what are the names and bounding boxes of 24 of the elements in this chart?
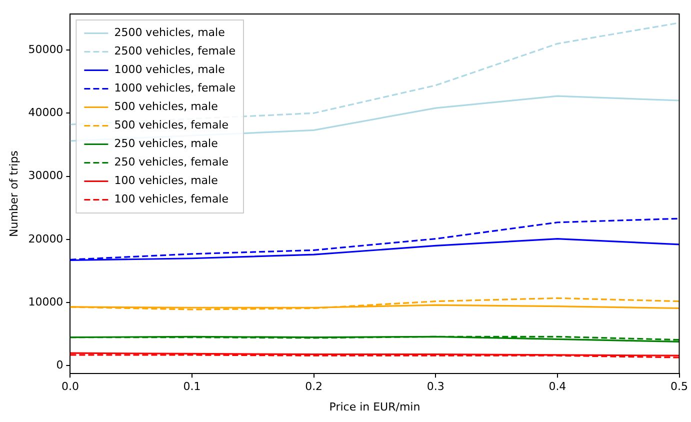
legend-label: 2500 vehicles, male <box>114 26 226 40</box>
y-tick-label: 0 <box>56 358 64 372</box>
y-tick-label: 50000 <box>28 42 64 56</box>
x-tick-label: 0.4 <box>548 380 566 394</box>
y-tick-label: 40000 <box>28 106 64 119</box>
y-tick-label: 10000 <box>28 295 64 308</box>
x-tick-label: 0.0 <box>61 380 79 394</box>
legend-label: 100 vehicles, female <box>114 192 229 206</box>
legend-label: 1000 vehicles, female <box>114 82 236 95</box>
x-tick-label: 0.1 <box>183 380 201 394</box>
x-tick-label: 0.2 <box>305 380 323 394</box>
legend-label: 2500 vehicles, female <box>114 44 236 58</box>
legend-label: 500 vehicles, female <box>114 118 229 132</box>
legend-label: 250 vehicles, male <box>114 137 218 150</box>
y-axis-title: Number of trips <box>7 150 20 237</box>
y-tick-label: 30000 <box>28 169 64 182</box>
legend-label: 1000 vehicles, male <box>114 63 226 76</box>
legend-label: 500 vehicles, male <box>114 100 218 114</box>
x-axis-title: Price in EUR/min <box>329 400 420 414</box>
x-tick-label: 0.5 <box>670 380 688 394</box>
y-tick-label: 20000 <box>28 232 64 246</box>
x-tick-label: 0.3 <box>426 380 444 394</box>
legend-label: 250 vehicles, female <box>114 156 229 169</box>
legend-label: 100 vehicles, male <box>114 174 218 188</box>
